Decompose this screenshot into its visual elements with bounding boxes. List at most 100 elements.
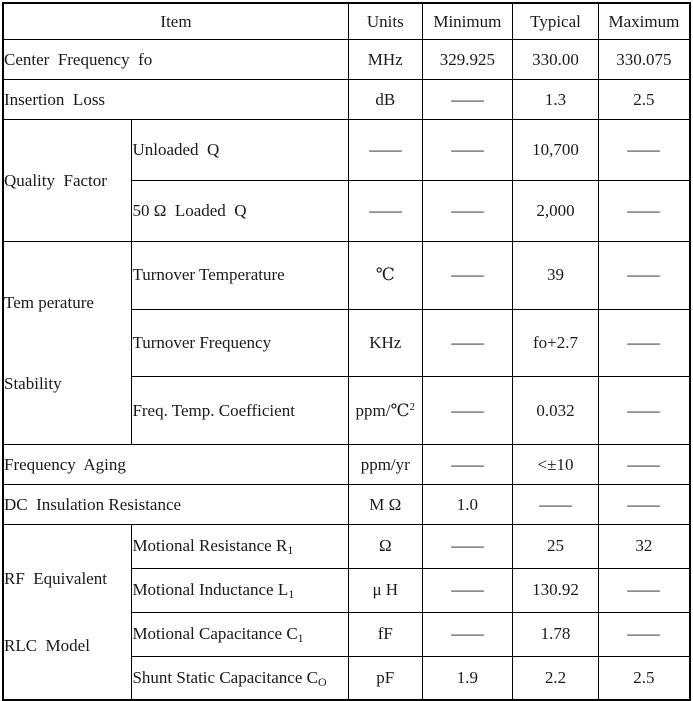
units-cell: fF [348,611,423,657]
min-cell: — [421,444,514,485]
dash-placeholder: — [369,140,402,159]
dash-placeholder: — [627,332,661,352]
typ-cell: — [512,484,599,525]
max-cell: 2.5 [597,655,691,701]
units-cell: KHz [348,308,423,378]
max-cell: — [597,119,691,181]
min-cell: — [421,180,514,242]
row-frequency-aging: Frequency Aging ppm/yr — <±10 — [2,444,691,485]
group-label-line1: Tem perature [4,293,94,312]
item-subscript: 1 [287,543,294,558]
typ-cell: fo+2.7 [512,308,599,378]
max-cell: 2.5 [597,79,691,120]
typ-cell: 1.78 [512,611,599,657]
group-cell-quality-factor: Quality Factor [2,119,133,242]
row-insertion-loss: Insertion Loss dB — 1.3 2.5 [2,79,691,120]
dash-placeholder: — [369,201,402,220]
max-cell: — [597,444,691,485]
typ-cell: <±10 [512,444,599,485]
item-subscript: 1 [288,587,295,602]
max-cell: — [597,484,691,525]
group-label-line1: RF Equivalent [4,569,107,588]
dash-placeholder: — [451,624,484,644]
units-cell: M Ω [348,484,423,525]
group-cell-temperature-stability: Tem perature Stability [2,241,133,445]
item-base: Motional Inductance L [132,580,289,600]
min-cell: 1.0 [421,484,514,525]
dash-placeholder: — [451,536,484,556]
header-row: Item Units Minimum Typical Maximum [2,2,691,40]
row-dc-insulation-resistance: DC Insulation Resistance M Ω 1.0 — — [2,484,691,525]
col-header-maximum: Maximum [597,2,691,40]
units-base: ppm/℃ [355,400,410,420]
item-cell: Unloaded Q [131,119,349,181]
dash-placeholder: — [627,454,661,474]
row-turnover-temperature: Tem perature Stability Turnover Temperat… [2,241,691,445]
min-cell: — [421,524,514,569]
group-label-line2: RLC Model [4,636,90,655]
dash-placeholder: — [451,400,484,420]
max-cell: 330.075 [597,39,691,80]
min-cell: — [421,79,514,120]
units-cell: μ H [348,567,423,613]
units-cell: — [348,119,423,181]
dash-placeholder: — [451,454,484,474]
max-cell: — [597,308,691,378]
typ-cell: 39 [512,241,599,310]
item-subscript: O [317,674,327,689]
typ-cell: 0.032 [512,376,599,445]
item-cell: Motional Resistance R1 [131,524,349,569]
min-cell: — [421,567,514,613]
typ-cell: 2,000 [512,180,599,242]
dash-placeholder: — [451,265,484,285]
row-freq-temp-coefficient: Freq. Temp. Coefficient ppm/℃2 — 0.032 — [3,376,691,445]
item-cell: DC Insulation Resistance [2,484,349,525]
item-cell: 50 Ω Loaded Q [131,180,349,242]
min-cell: 1.9 [421,655,514,701]
dash-placeholder: — [451,580,484,600]
units-cell: ppm/yr [348,444,423,485]
item-cell: Center Frequency fo [2,39,349,80]
units-cell: pF [348,655,423,701]
item-cell: Turnover Frequency [131,308,349,378]
item-cell: Freq. Temp. Coefficient [131,376,349,445]
dash-placeholder: — [627,580,661,600]
units-cell: — [348,180,423,242]
min-cell: — [421,241,514,310]
min-cell: — [421,308,514,378]
dash-placeholder: — [451,332,484,352]
col-header-minimum: Minimum [421,2,514,40]
dash-placeholder: — [627,400,661,420]
typ-cell: 10,700 [512,119,599,181]
item-cell: Shunt Static Capacitance CO [131,655,349,701]
item-base: Motional Resistance R [132,536,288,556]
row-turnover-frequency: Turnover Frequency KHz — fo+2.7 — [3,308,691,378]
item-cell: Motional Inductance L1 [131,567,349,613]
dash-placeholder: — [451,89,484,109]
dash-placeholder: — [627,624,661,644]
typ-cell: 130.92 [512,567,599,613]
item-base: Shunt Static Capacitance C [132,667,318,687]
dash-placeholder: — [627,140,661,159]
typ-cell: 25 [512,524,599,569]
group-label: Quality Factor [4,171,107,190]
item-cell: Motional Capacitance C1 [131,611,349,657]
dash-placeholder: — [451,201,484,220]
min-cell: — [421,376,514,445]
min-cell: — [421,611,514,657]
item-cell: Turnover Temperature [131,241,349,310]
col-header-item: Item [2,2,349,40]
col-header-units: Units [348,2,423,40]
max-cell: — [597,241,691,310]
max-cell: — [597,180,691,242]
units-cell: MHz [348,39,423,80]
units-superscript: 2 [409,400,416,413]
row-center-frequency: Center Frequency fo MHz 329.925 330.00 3… [2,39,691,80]
typ-cell: 1.3 [512,79,599,120]
dash-placeholder: — [539,494,572,514]
item-base: Motional Capacitance C [132,624,298,644]
max-cell: — [597,567,691,613]
dash-placeholder: — [627,494,661,514]
units-cell: ppm/℃2 [348,376,423,445]
